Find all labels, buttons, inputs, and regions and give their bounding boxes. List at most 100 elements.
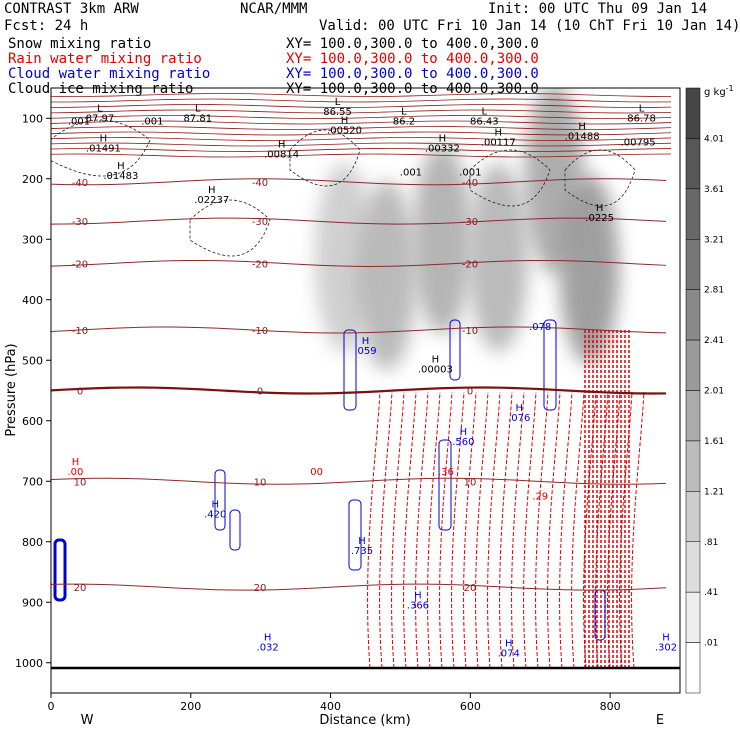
colorbar-label: 4.01 [704, 134, 724, 144]
x-tick-label: 200 [180, 700, 201, 713]
extremum-marker: H [362, 336, 370, 347]
contour-decor-layer [51, 93, 672, 669]
extremum-value: .078 [529, 322, 551, 333]
x-end-west: W [81, 713, 94, 728]
cloud-water-contour [449, 319, 461, 381]
stratospheric-contour [51, 109, 672, 114]
stratospheric-contour [51, 137, 672, 141]
rain-contour [451, 391, 465, 669]
colorbar-label: 3.61 [704, 185, 724, 195]
colorbar-label: 3.21 [704, 235, 724, 245]
isotherm-line [51, 583, 667, 591]
colorbar-label: .81 [704, 538, 718, 548]
extremum-value: .366 [407, 600, 429, 611]
extremum-value: .01491 [86, 144, 121, 155]
extremum-marker: L [482, 106, 488, 117]
extremum-value: .00814 [264, 150, 299, 161]
cloud-water-contour [214, 469, 226, 531]
y-tick-label: 100 [22, 112, 43, 125]
y-tick-label: 700 [22, 475, 43, 488]
x-axis: 0 200 400 600 800 [48, 693, 621, 713]
stratospheric-contour [51, 115, 672, 119]
extremum-value: .00003 [418, 364, 453, 375]
snow-blob [468, 162, 529, 353]
extremum-value: .560 [452, 437, 474, 448]
y-tick-label: 1000 [15, 657, 43, 670]
isotherm-label: -30 [252, 217, 268, 228]
colorbar-swatch [685, 239, 701, 290]
colorbar-label: 2.01 [704, 387, 724, 397]
extremum-marker: H [515, 403, 523, 414]
extremum-value: .001 [459, 168, 481, 179]
isotherm-label: -30 [72, 217, 88, 228]
rain-contour [379, 391, 393, 669]
y-tick-label: 300 [22, 233, 43, 246]
extremum-marker: H [495, 127, 503, 138]
colorbar-label: 2.81 [704, 286, 724, 296]
cloud-water-contour [543, 319, 557, 411]
colorbar-swatch [685, 138, 701, 190]
colorbar-swatch [685, 339, 701, 391]
stratospheric-contour [51, 120, 672, 125]
colorbar-unit: g kg-1 [704, 84, 734, 98]
cloud-water-contour [438, 439, 452, 531]
cloud-ice-contour [289, 129, 361, 187]
isotherm-label: -10 [252, 326, 268, 337]
legend-cloudwater-xsec: XY= 100.0,300.0 to 400.0,300.0 [286, 66, 539, 82]
forecast-hour: Fcst: 24 h [4, 18, 89, 34]
extremum-value: 86.43 [470, 116, 499, 127]
extremum-value: .001 [141, 116, 163, 127]
extremum-marker: H [341, 115, 349, 126]
extremum-value: .00117 [481, 137, 516, 148]
extremum-value: .0225 [585, 213, 614, 224]
legend-cloudwater-label: Cloud water mixing ratio [8, 66, 211, 82]
extremum-marker: H [432, 354, 440, 365]
colorbar-swatch [685, 87, 701, 139]
rain-contour [475, 391, 489, 669]
stratospheric-contour [51, 98, 672, 103]
cloud-ice-contour [564, 149, 636, 207]
center-title: NCAR/MMM [240, 1, 308, 17]
x-end-east: E [656, 713, 664, 728]
rain-contour [439, 391, 453, 669]
y-tick-label: 200 [22, 173, 43, 186]
rain-contour [619, 391, 633, 669]
isotherm-label: -40 [252, 178, 268, 189]
colorbar-swatch [685, 188, 701, 240]
extremum-value: .735 [351, 546, 373, 557]
rain-contour [391, 391, 405, 669]
extremum-value: 87.97 [86, 113, 115, 124]
isotherm-label: 0 [257, 387, 263, 398]
stratospheric-contour [51, 104, 672, 108]
x-tick-label: 600 [460, 700, 481, 713]
rain-contour [415, 391, 429, 669]
isotherm-label: -20 [252, 259, 268, 270]
extremum-value: .00332 [425, 144, 460, 155]
rain-contour [403, 391, 417, 669]
rain-contour [547, 391, 561, 669]
colorbar-swatch [685, 289, 701, 341]
valid-time: Valid: 00 UTC Fri 10 Jan 14 (10 ChT Fri … [319, 18, 740, 34]
extremum-marker: H [100, 134, 108, 145]
extremum-value: .074 [498, 649, 520, 660]
isotherm-line [51, 259, 667, 267]
extremum-value: .001 [400, 168, 422, 179]
init-time: Init: 00 UTC Thu 09 Jan 14 [488, 1, 708, 17]
rain-contour [523, 391, 537, 669]
y-tick-label: 900 [22, 596, 43, 609]
extrema-label-layer: L87.97.001.001L87.81L86.55H.00520L86.2L8… [68, 97, 678, 659]
isotherm-label: -20 [72, 259, 88, 270]
extremum-marker: H [264, 633, 272, 644]
colorbar-label: 1.61 [704, 437, 724, 447]
stratospheric-contour [51, 126, 672, 130]
isotherm-label: 10 [464, 477, 477, 488]
extremum-value: 86.2 [393, 116, 415, 127]
stratospheric-contour [51, 93, 672, 97]
rain-contour [511, 391, 525, 669]
rain-contour [571, 391, 585, 669]
extremum-value: .001 [68, 116, 90, 127]
cloud-ice-contour [189, 199, 271, 257]
colorbar-label: 2.41 [704, 336, 724, 346]
extremum-marker: L [335, 97, 341, 108]
